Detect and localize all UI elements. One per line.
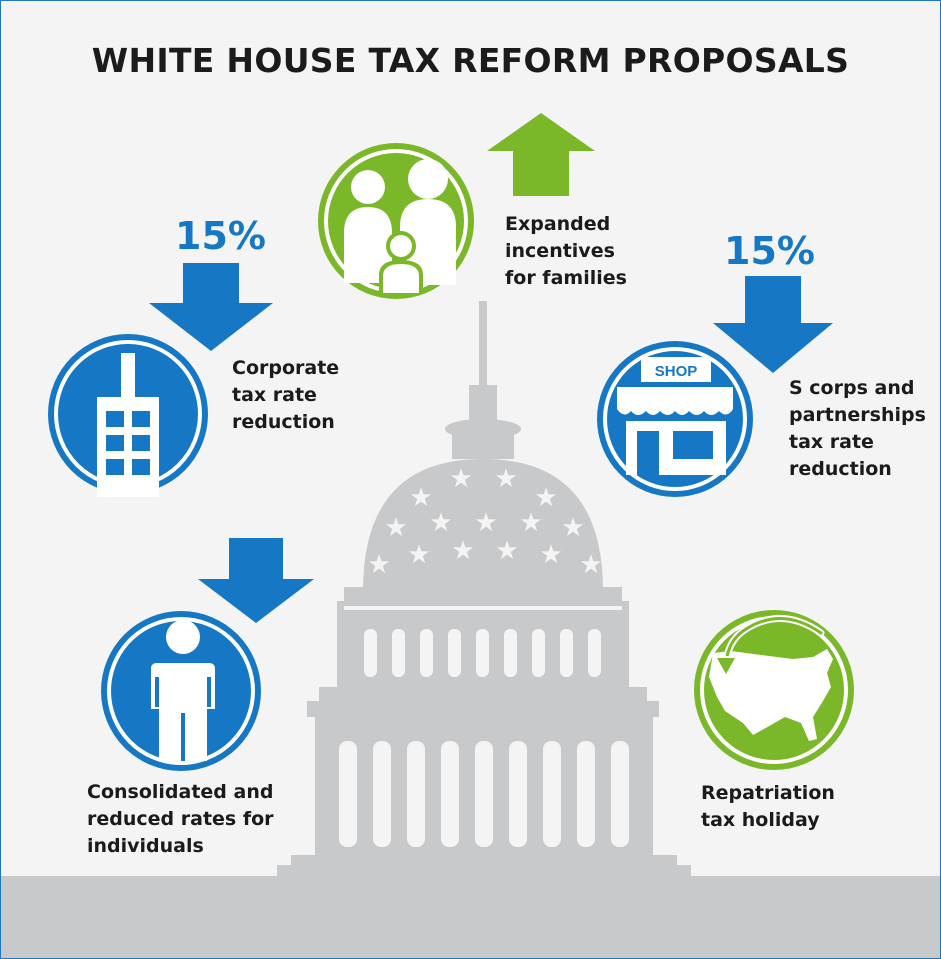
svg-text:★: ★ (407, 540, 430, 570)
arrow-down-icon (198, 538, 314, 623)
svg-text:★: ★ (367, 550, 390, 580)
label-line: partnerships (789, 404, 926, 426)
family-icon (318, 143, 474, 299)
label-line: Consolidated and (87, 781, 274, 803)
corporate-percent: 15% (175, 214, 266, 258)
svg-text:★: ★ (539, 540, 562, 570)
label-line: tax holiday (701, 809, 820, 831)
label-line: reduction (789, 458, 892, 480)
shop-icon: SHOP (597, 341, 753, 497)
person-icon (101, 611, 261, 771)
label-line: Expanded (505, 213, 611, 235)
svg-text:★: ★ (519, 508, 542, 538)
us-map-icon (694, 610, 854, 770)
arrow-up-icon (487, 113, 595, 196)
drum-columns (344, 606, 622, 677)
arrow-down-icon (713, 276, 833, 373)
svg-text:★: ★ (429, 508, 452, 538)
svg-text:★: ★ (474, 508, 497, 538)
label-line: S corps and (789, 377, 915, 399)
svg-text:★: ★ (384, 513, 407, 543)
svg-text:★: ★ (495, 536, 518, 566)
label-line: reduction (232, 411, 335, 433)
dome-stars: ★ ★ ★ ★ ★ ★ ★ ★ ★ ★ ★ ★ ★ ★ ★ (367, 464, 602, 580)
s-corps-label: S corps and partnerships tax rate reduct… (789, 375, 926, 483)
repatriation-label: Repatriation tax holiday (701, 780, 835, 834)
s-corps-percent: 15% (724, 229, 815, 273)
label-line: for families (505, 267, 627, 289)
svg-text:SHOP: SHOP (655, 363, 698, 380)
svg-text:★: ★ (494, 464, 517, 494)
label-line: reduced rates for (87, 808, 274, 830)
svg-text:★: ★ (451, 536, 474, 566)
portico-columns (339, 741, 629, 847)
page-title: WHITE HOUSE TAX REFORM PROPOSALS (91, 41, 850, 80)
capitol-icon (277, 301, 691, 876)
label-line: incentives (505, 240, 615, 262)
families-label: Expanded incentives for families (505, 211, 627, 292)
label-line: Repatriation (701, 782, 835, 804)
building-icon (48, 334, 208, 497)
label-line: individuals (87, 835, 204, 857)
corporate-label: Corporate tax rate reduction (232, 355, 339, 436)
svg-text:★: ★ (534, 483, 557, 513)
label-line: Corporate (232, 357, 340, 379)
svg-text:★: ★ (449, 464, 472, 494)
svg-text:★: ★ (409, 483, 432, 513)
arrow-down-icon (149, 263, 273, 351)
label-line: tax rate (789, 431, 874, 453)
individuals-label: Consolidated and reduced rates for indiv… (87, 779, 274, 860)
svg-text:★: ★ (561, 513, 584, 543)
svg-text:★: ★ (579, 550, 602, 580)
label-line: tax rate (232, 384, 317, 406)
